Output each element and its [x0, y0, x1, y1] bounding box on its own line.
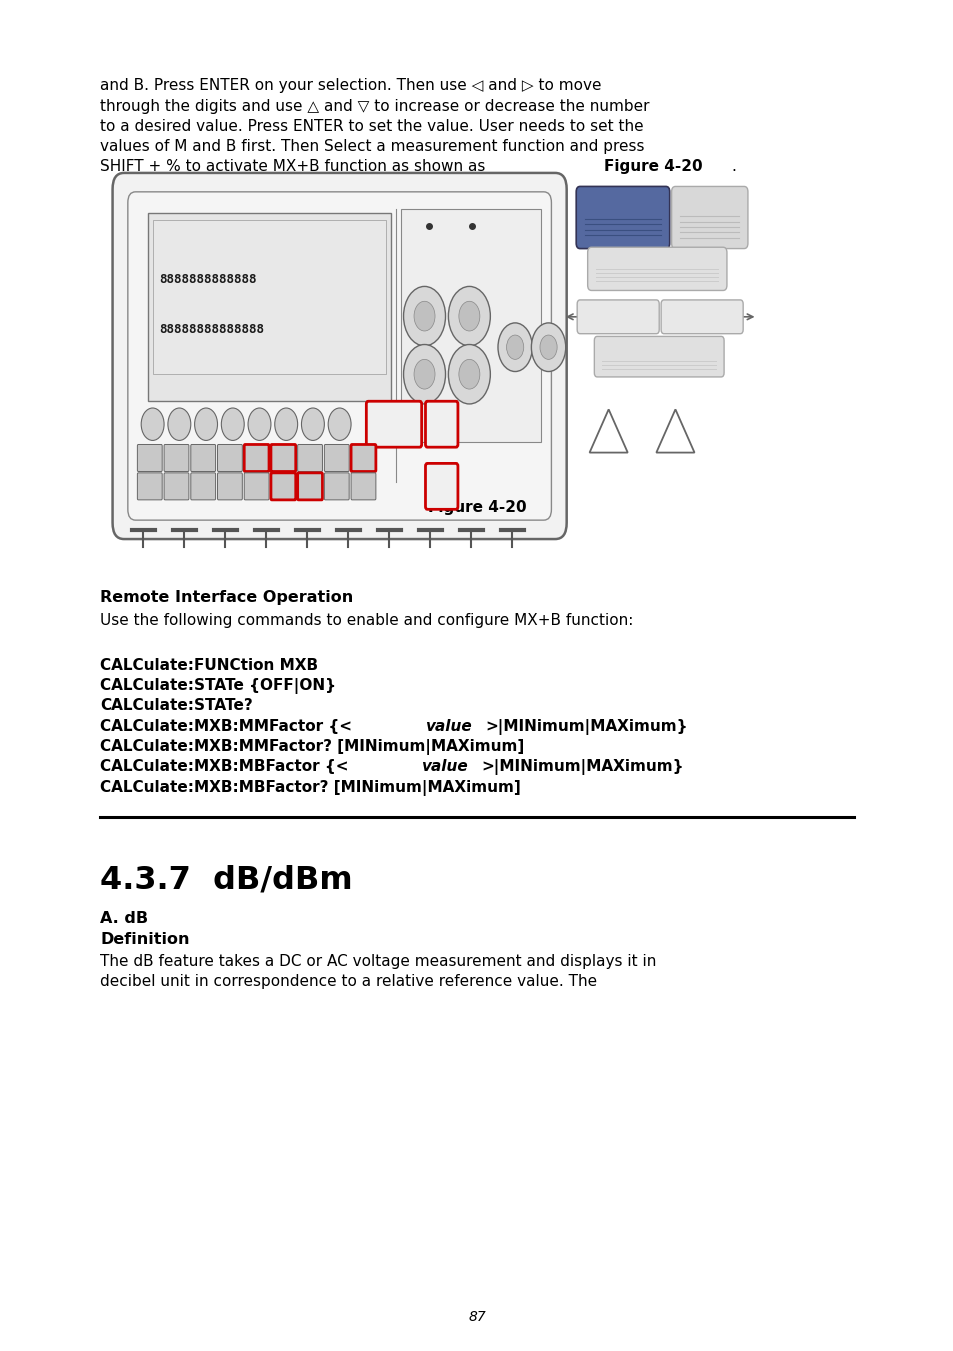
Text: and B. Press ENTER on your selection. Then use ◁ and ▷ to move: and B. Press ENTER on your selection. Th…: [100, 78, 601, 93]
FancyBboxPatch shape: [217, 473, 242, 500]
Polygon shape: [589, 409, 627, 453]
Bar: [400, 209, 540, 442]
Text: values of M and B first. Then Select a measurement function and press: values of M and B first. Then Select a m…: [100, 139, 644, 154]
FancyBboxPatch shape: [128, 192, 551, 520]
FancyBboxPatch shape: [297, 444, 322, 471]
Circle shape: [458, 359, 479, 389]
Text: CALCulate:STATe {OFF|ON}: CALCulate:STATe {OFF|ON}: [100, 678, 335, 694]
Circle shape: [448, 286, 490, 346]
Text: Definition: Definition: [100, 932, 190, 947]
Text: CALCulate:MXB:MBFactor? [MINimum|MAXimum]: CALCulate:MXB:MBFactor? [MINimum|MAXimum…: [100, 780, 520, 796]
Circle shape: [506, 335, 523, 359]
FancyBboxPatch shape: [191, 444, 215, 471]
Bar: [152, 220, 386, 374]
Circle shape: [194, 408, 217, 440]
FancyBboxPatch shape: [351, 473, 375, 500]
Text: >|MINimum|MAXimum}: >|MINimum|MAXimum}: [485, 719, 687, 735]
Text: 87: 87: [468, 1310, 485, 1324]
Circle shape: [221, 408, 244, 440]
Text: Figure 4-20: Figure 4-20: [603, 159, 701, 174]
Text: %: %: [702, 204, 716, 218]
Text: 88888888888888: 88888888888888: [159, 323, 264, 336]
Text: SHIFT + % to activate MX+B function as shown as: SHIFT + % to activate MX+B function as s…: [100, 159, 490, 174]
Circle shape: [274, 408, 297, 440]
FancyBboxPatch shape: [191, 473, 215, 500]
FancyBboxPatch shape: [587, 247, 726, 290]
Text: ▲: ▲: [437, 419, 445, 430]
Text: Use the following commands to enable and configure MX+B function:: Use the following commands to enable and…: [100, 613, 633, 628]
Circle shape: [448, 345, 490, 404]
Circle shape: [414, 301, 435, 331]
Text: SHIFT: SHIFT: [603, 204, 641, 218]
Circle shape: [403, 286, 445, 346]
Circle shape: [248, 408, 271, 440]
Text: value: value: [420, 759, 467, 774]
Text: ◄►: ◄►: [385, 417, 402, 431]
FancyBboxPatch shape: [137, 473, 162, 500]
Circle shape: [414, 359, 435, 389]
FancyBboxPatch shape: [324, 473, 349, 500]
Text: decibel unit in correspondence to a relative reference value. The: decibel unit in correspondence to a rela…: [100, 974, 597, 989]
Text: The dB feature takes a DC or AC voltage measurement and displays it in: The dB feature takes a DC or AC voltage …: [100, 954, 656, 969]
Text: CALCulate:FUNCtion MXB: CALCulate:FUNCtion MXB: [100, 658, 318, 673]
FancyBboxPatch shape: [366, 401, 421, 447]
FancyBboxPatch shape: [297, 473, 322, 500]
Text: CALCulate:STATe?: CALCulate:STATe?: [100, 698, 253, 713]
FancyBboxPatch shape: [217, 444, 242, 471]
Text: 8888888888888: 8888888888888: [159, 273, 256, 286]
Text: ENTER: ENTER: [639, 347, 678, 361]
Text: CALCulate:MXB:MBFactor {<: CALCulate:MXB:MBFactor {<: [100, 759, 348, 774]
FancyBboxPatch shape: [660, 300, 742, 334]
Text: to a desired value. Press ENTER to set the value. User needs to set the: to a desired value. Press ENTER to set t…: [100, 119, 643, 134]
FancyBboxPatch shape: [164, 444, 189, 471]
FancyBboxPatch shape: [576, 186, 669, 249]
Text: A. dB: A. dB: [100, 911, 148, 925]
Bar: [148, 213, 391, 401]
FancyBboxPatch shape: [137, 444, 162, 471]
FancyBboxPatch shape: [112, 173, 566, 539]
Text: NEXT: NEXT: [687, 312, 716, 322]
FancyBboxPatch shape: [425, 401, 457, 447]
Text: Figure 4-20: Figure 4-20: [427, 500, 526, 515]
FancyBboxPatch shape: [271, 444, 295, 471]
FancyBboxPatch shape: [244, 444, 269, 471]
Circle shape: [168, 408, 191, 440]
FancyBboxPatch shape: [577, 300, 659, 334]
FancyBboxPatch shape: [271, 473, 295, 500]
Text: >|MINimum|MAXimum}: >|MINimum|MAXimum}: [480, 759, 683, 775]
FancyBboxPatch shape: [324, 444, 349, 471]
Circle shape: [403, 345, 445, 404]
Text: CALCulate:MXB:MMFactor? [MINimum|MAXimum]: CALCulate:MXB:MMFactor? [MINimum|MAXimum…: [100, 739, 524, 755]
Text: 4.3.7  dB/dBm: 4.3.7 dB/dBm: [100, 865, 353, 896]
Circle shape: [141, 408, 164, 440]
Text: through the digits and use △ and ▽ to increase or decrease the number: through the digits and use △ and ▽ to in…: [100, 99, 649, 113]
Text: Remote Interface Operation: Remote Interface Operation: [100, 590, 353, 605]
FancyBboxPatch shape: [351, 444, 375, 471]
FancyBboxPatch shape: [671, 186, 747, 249]
Text: CONFIG: CONFIG: [634, 259, 679, 273]
FancyBboxPatch shape: [244, 473, 269, 500]
Circle shape: [458, 301, 479, 331]
Text: PREV: PREV: [603, 312, 632, 322]
Circle shape: [531, 323, 565, 372]
Text: value: value: [425, 719, 472, 734]
Text: .: .: [730, 159, 735, 174]
FancyBboxPatch shape: [425, 463, 457, 509]
Text: CALCulate:MXB:MMFactor {<: CALCulate:MXB:MMFactor {<: [100, 719, 352, 734]
Text: ▼: ▼: [437, 481, 445, 492]
Circle shape: [328, 408, 351, 440]
Circle shape: [301, 408, 324, 440]
FancyBboxPatch shape: [594, 336, 723, 377]
Circle shape: [497, 323, 532, 372]
Polygon shape: [656, 409, 694, 453]
FancyBboxPatch shape: [164, 473, 189, 500]
Circle shape: [539, 335, 557, 359]
